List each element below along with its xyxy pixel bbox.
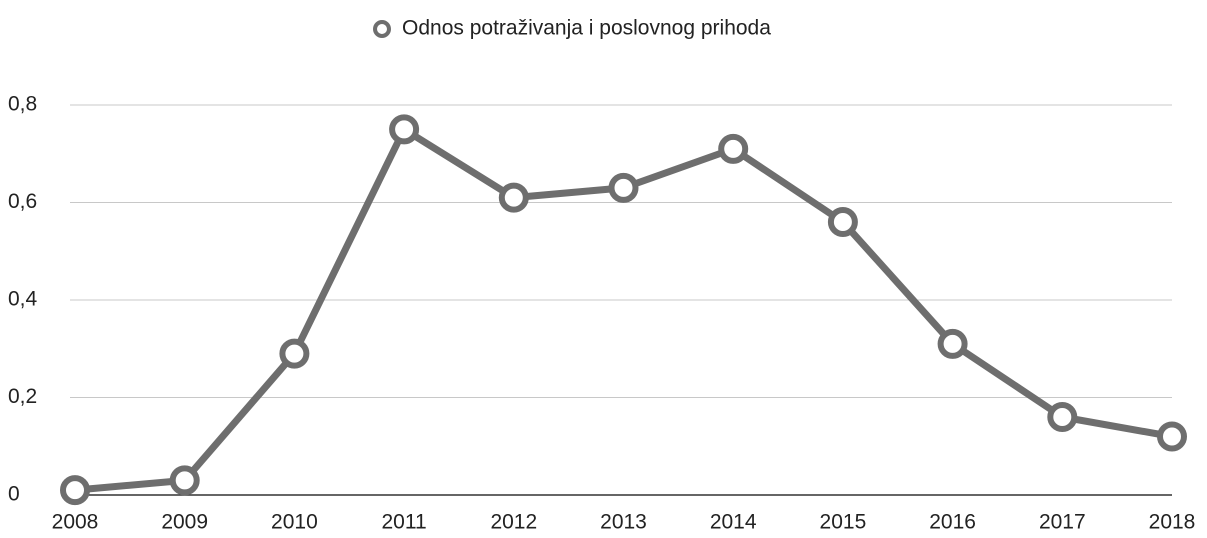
x-tick-label: 2010 [271,511,318,534]
point [827,207,858,237]
x-tick-label: 2017 [1039,511,1086,534]
x-tick-label: 2016 [929,511,976,534]
point [389,114,420,145]
y-tick-label: 0,6 [8,190,37,213]
x-tick-label: 2012 [490,511,537,534]
point [937,328,968,359]
y-tick-label: 0,4 [8,288,38,311]
x-tick-label: 2013 [600,511,647,534]
point [169,465,200,496]
point [498,182,529,213]
legend-marker [373,20,391,38]
y-tick-label: 0 [8,483,20,506]
point [60,475,90,506]
x-tick-label: 2014 [710,511,757,534]
point [279,338,310,369]
legend-label: Odnos potraživanja i poslovnog prihoda [402,17,771,40]
legend: Odnos potraživanja i poslovnog prihoda [373,17,771,40]
y-tick-label: 0,2 [8,385,37,408]
point [1047,402,1078,432]
point [1157,421,1187,452]
point [608,172,639,203]
y-tick-label: 0,8 [8,93,37,116]
x-tick-label: 2015 [820,511,867,534]
x-tick-label: 2011 [382,511,427,534]
x-tick-label: 2008 [52,511,99,534]
point [718,133,749,164]
x-tick-label: 2009 [161,511,208,534]
x-tick-label: 2018 [1149,511,1196,534]
